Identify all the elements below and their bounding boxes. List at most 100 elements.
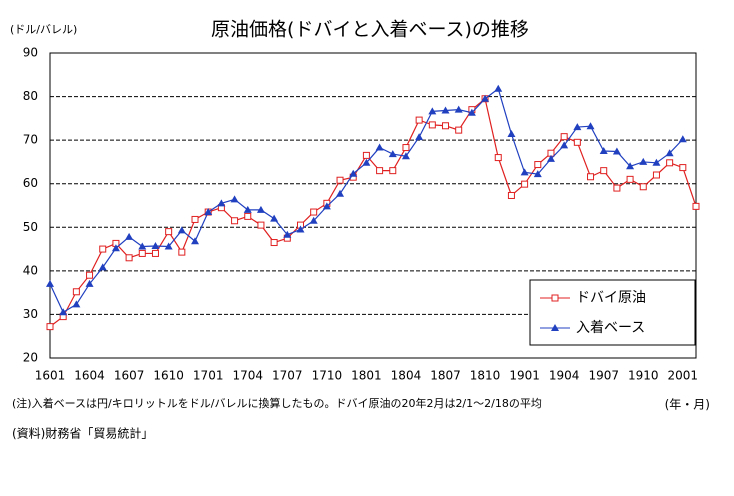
- marker: [600, 167, 608, 175]
- marker: [151, 242, 160, 250]
- marker: [283, 230, 292, 238]
- marker: [494, 154, 502, 162]
- marker: [389, 167, 397, 175]
- marker: [375, 143, 384, 151]
- marker: [441, 106, 450, 114]
- y-tick-label: 80: [23, 89, 38, 103]
- x-tick-label: 1910: [628, 369, 659, 383]
- marker: [626, 175, 634, 183]
- legend-marker: [551, 294, 559, 302]
- marker: [401, 152, 410, 160]
- marker: [125, 254, 133, 262]
- marker: [442, 122, 450, 130]
- marker: [256, 205, 265, 213]
- y-tick-label: 60: [23, 176, 38, 190]
- marker: [310, 208, 318, 216]
- marker: [349, 169, 358, 177]
- marker: [362, 151, 370, 159]
- note: (注)入着ベースは円/キロリットルをドル/バレルに換算したもの。ドバイ原油の20…: [12, 396, 542, 410]
- x-tick-label: 1904: [549, 369, 580, 383]
- x-tick-label: 1607: [114, 369, 145, 383]
- marker: [72, 300, 81, 308]
- marker: [376, 167, 384, 175]
- marker: [665, 149, 674, 157]
- legend-label: ドバイ原油: [576, 290, 646, 306]
- marker: [467, 108, 476, 116]
- marker: [322, 202, 331, 210]
- x-tick-label: 1601: [35, 369, 66, 383]
- legend-box: [529, 279, 696, 346]
- marker: [336, 189, 345, 197]
- marker: [231, 217, 239, 225]
- marker: [46, 279, 54, 287]
- marker: [639, 157, 648, 165]
- series-line: [49, 87, 684, 314]
- x-tick-label: 1610: [153, 369, 184, 383]
- marker: [546, 154, 555, 162]
- marker: [428, 107, 437, 115]
- y-tick-label: 40: [23, 263, 38, 277]
- marker: [666, 159, 674, 167]
- y-tick-label: 70: [23, 133, 38, 147]
- marker: [125, 232, 134, 240]
- y-tick-label: 50: [23, 220, 38, 234]
- marker: [257, 221, 265, 229]
- marker: [191, 237, 200, 245]
- marker: [481, 94, 490, 102]
- marker: [455, 126, 463, 134]
- marker: [98, 263, 107, 271]
- marker: [612, 147, 621, 155]
- marker: [560, 141, 569, 149]
- marker: [494, 84, 503, 92]
- marker: [415, 116, 423, 124]
- marker: [165, 228, 173, 236]
- x-tick-label: 1907: [588, 369, 619, 383]
- marker: [164, 242, 173, 250]
- marker: [586, 122, 595, 130]
- marker: [626, 162, 635, 170]
- x-tick-label: 1804: [391, 369, 422, 383]
- marker: [72, 288, 80, 296]
- series-line: [49, 97, 697, 328]
- marker: [652, 171, 660, 179]
- x-axis-label: (年・月): [665, 398, 710, 412]
- marker: [362, 158, 371, 166]
- y-tick-label: 30: [23, 307, 38, 321]
- marker: [679, 164, 687, 172]
- marker: [138, 249, 146, 257]
- marker: [230, 195, 239, 203]
- marker: [534, 161, 542, 169]
- x-tick-label: 1704: [232, 369, 263, 383]
- marker: [599, 147, 608, 155]
- x-tick-label: 1901: [509, 369, 540, 383]
- marker: [678, 135, 687, 143]
- y-axis-label: (ドル/バレル): [10, 23, 77, 36]
- marker: [270, 214, 279, 222]
- marker: [86, 271, 94, 279]
- marker: [639, 183, 647, 191]
- x-tick-label: 1604: [74, 369, 105, 383]
- marker: [520, 168, 529, 176]
- x-tick-label: 1701: [193, 369, 224, 383]
- marker: [587, 173, 595, 181]
- marker: [151, 249, 159, 257]
- marker: [296, 225, 305, 233]
- y-tick-label: 20: [23, 351, 38, 365]
- x-tick-label: 2001: [668, 369, 699, 383]
- marker: [533, 170, 542, 178]
- x-tick-label: 1807: [430, 369, 461, 383]
- marker: [454, 105, 463, 113]
- y-tick-label: 90: [23, 46, 38, 60]
- chart-title: 原油価格(ドバイと入着ベース)の推移: [211, 19, 529, 41]
- marker: [46, 323, 54, 331]
- marker: [402, 144, 410, 152]
- marker: [336, 176, 344, 184]
- marker: [521, 180, 529, 188]
- x-tick-label: 1710: [312, 369, 343, 383]
- x-tick-label: 1707: [272, 369, 303, 383]
- marker: [138, 242, 147, 250]
- marker: [573, 123, 582, 131]
- legend-label: 入着ベース: [576, 320, 645, 336]
- marker: [388, 150, 397, 158]
